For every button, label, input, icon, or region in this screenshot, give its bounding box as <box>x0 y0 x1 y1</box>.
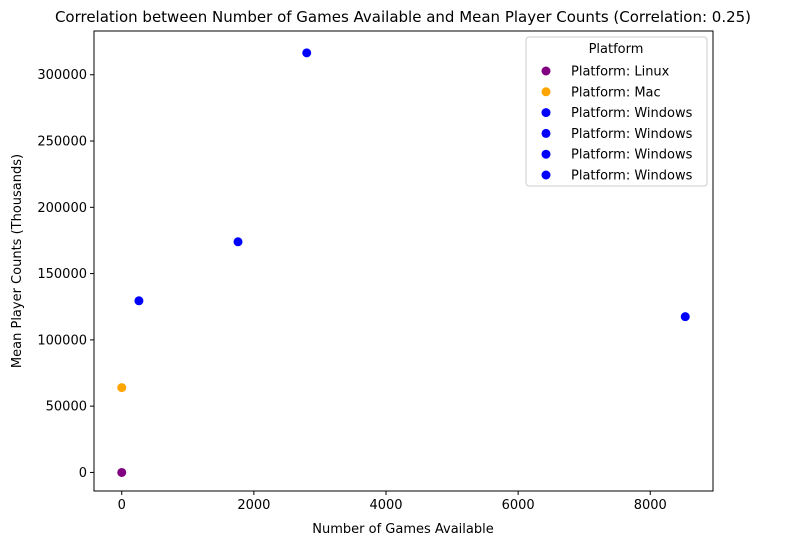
legend-marker <box>541 66 551 76</box>
y-tick-label: 200000 <box>37 201 87 216</box>
legend-label: Platform: Linux <box>571 65 670 80</box>
x-tick-label: 0 <box>118 498 126 513</box>
legend-label: Platform: Windows <box>571 169 693 184</box>
x-tick-label: 6000 <box>502 498 535 513</box>
data-point <box>117 383 127 393</box>
legend-label: Platform: Windows <box>571 148 693 163</box>
data-point <box>134 296 144 306</box>
y-axis-label: Mean Player Counts (Thousands) <box>10 154 25 368</box>
x-axis-label: Number of Games Available <box>312 522 493 537</box>
data-points <box>117 48 690 477</box>
data-point <box>680 312 690 322</box>
y-tick-label: 50000 <box>46 400 87 415</box>
x-tick-label: 4000 <box>369 498 402 513</box>
x-axis-ticks: 0 2000 4000 6000 8000 <box>118 491 667 513</box>
y-axis-ticks: 0 50000 100000 150000 200000 250000 300000 <box>37 68 94 481</box>
data-point <box>233 237 243 247</box>
legend-marker <box>541 128 551 138</box>
y-tick-label: 150000 <box>37 267 87 282</box>
legend-marker <box>541 108 551 118</box>
legend-frame <box>525 36 708 187</box>
data-point <box>117 467 127 477</box>
legend-marker <box>541 170 551 180</box>
legend-marker <box>541 149 551 159</box>
y-tick-label: 100000 <box>37 333 87 348</box>
legend-marker <box>541 87 551 97</box>
legend-entries: Platform: Linux Platform: Mac Platform: Wi… <box>541 65 693 184</box>
legend-label: Platform: Mac <box>571 85 661 100</box>
legend-title: Platform <box>589 42 644 57</box>
y-tick-label: 0 <box>79 466 87 481</box>
y-tick-label: 250000 <box>37 135 87 150</box>
plot-frame <box>93 30 714 492</box>
chart-title: Correlation between Number of Games Avai… <box>55 8 751 26</box>
legend-label: Platform: Windows <box>571 106 693 121</box>
legend-label: Platform: Windows <box>571 127 693 142</box>
x-tick-label: 2000 <box>237 498 270 513</box>
x-tick-label: 8000 <box>634 498 667 513</box>
data-point <box>302 48 312 58</box>
y-tick-label: 300000 <box>37 68 87 83</box>
